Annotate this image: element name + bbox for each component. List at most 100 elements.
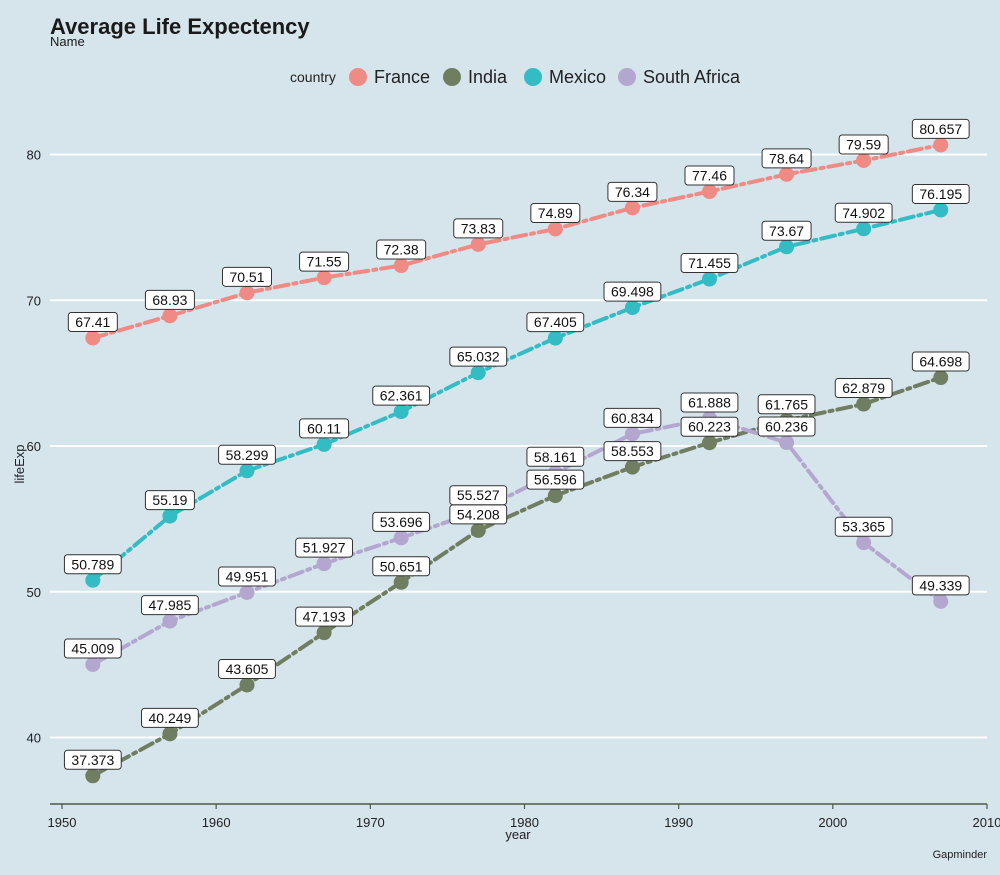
y-tick-label: 70 (27, 293, 41, 308)
data-label-box-france (299, 251, 350, 272)
data-label-france: 72.38 (384, 242, 419, 258)
data-label-south-africa: 61.888 (688, 394, 731, 410)
data-label-box-india (63, 749, 122, 770)
x-tick-label: 1970 (356, 815, 385, 830)
data-label-india: 56.596 (534, 472, 577, 488)
grid-layer (50, 153, 987, 739)
data-label-box-france (838, 134, 889, 155)
x-tick-label: 1950 (48, 815, 77, 830)
data-label-mexico: 74.902 (842, 205, 885, 221)
data-point-france (856, 152, 872, 168)
data-point-mexico (239, 463, 255, 479)
data-label-india: 64.698 (919, 354, 962, 370)
data-point-france (779, 166, 795, 182)
y-tick-label: 80 (27, 148, 41, 163)
data-point-mexico (470, 365, 486, 381)
data-label-france: 79.59 (846, 136, 881, 152)
legend-label-mexico: Mexico (549, 67, 606, 87)
data-point-mexico (856, 221, 872, 237)
data-label-mexico: 71.455 (688, 255, 731, 271)
legend-label-india: India (468, 67, 508, 87)
data-label-south-africa: 60.834 (611, 410, 654, 426)
series-line-south-africa (90, 416, 943, 667)
data-point-france (470, 236, 486, 252)
x-tick-label: 1990 (664, 815, 693, 830)
data-label-box-india (757, 394, 816, 415)
data-label-france: 68.93 (152, 292, 187, 308)
data-point-india (85, 768, 101, 784)
data-label-box-india (218, 658, 276, 679)
data-label-box-mexico (761, 220, 812, 241)
legend-label-south-africa: South Africa (643, 67, 741, 87)
data-label-box-mexico (449, 346, 508, 367)
x-axis-title: year (505, 827, 531, 842)
data-label-mexico: 58.299 (226, 447, 269, 463)
data-label-box-france (67, 311, 118, 332)
data-point-south-africa (779, 435, 795, 451)
data-label-box-south-africa (141, 595, 199, 616)
legend-swatch-south-africa (618, 68, 636, 86)
data-point-france (933, 137, 949, 153)
data-label-france: 70.51 (229, 269, 264, 285)
data-label-box-south-africa (526, 446, 585, 467)
data-point-mexico (933, 202, 949, 218)
data-label-india: 43.605 (226, 661, 269, 677)
y-tick-label: 50 (27, 585, 41, 600)
data-label-france: 67.41 (75, 314, 110, 330)
data-label-box-france (911, 118, 970, 139)
series-layer (85, 137, 949, 784)
data-label-box-india (911, 351, 970, 372)
y-axis-title: lifeExp (12, 444, 27, 483)
data-label-south-africa: 53.365 (842, 519, 885, 535)
data-label-france: 80.657 (919, 121, 962, 137)
data-label-india: 50.651 (380, 558, 423, 574)
data-label-mexico: 55.19 (152, 492, 187, 508)
x-tick-label: 2000 (818, 815, 847, 830)
data-label-mexico: 69.498 (611, 284, 654, 300)
data-point-india (162, 726, 178, 742)
data-label-box-mexico (372, 385, 431, 406)
data-point-india (393, 574, 409, 590)
data-label-mexico: 50.789 (71, 556, 114, 572)
data-label-box-france (761, 148, 812, 169)
data-label-box-france (222, 266, 272, 287)
data-point-mexico (624, 300, 640, 316)
data-label-south-africa: 58.161 (534, 449, 577, 465)
legend: country France India Mexico South Africa (290, 67, 741, 87)
data-point-south-africa (856, 535, 872, 551)
data-point-mexico (547, 330, 563, 346)
data-point-france (624, 200, 640, 216)
data-label-box-mexico (680, 253, 739, 274)
data-point-france (702, 184, 717, 200)
data-label-box-france (607, 181, 658, 202)
data-label-india: 60.223 (688, 419, 731, 435)
data-label-box-france (144, 289, 195, 310)
x-tick-label: 1960 (202, 815, 231, 830)
data-point-france (547, 221, 563, 237)
data-point-india (933, 370, 949, 386)
data-point-france (393, 258, 409, 274)
data-point-france (162, 308, 178, 324)
series-line-france (90, 142, 943, 340)
legend-title: country (290, 69, 336, 85)
data-point-south-africa (162, 613, 178, 629)
label-layer: 67.41 68.93 70.51 71.55 72.38 73.83 74.89 76.34… (63, 118, 970, 770)
data-point-india (470, 522, 486, 538)
legend-swatch-france (349, 68, 367, 86)
data-label-box-france (453, 218, 504, 239)
y-tick-label: 40 (27, 731, 41, 746)
x-tick-label: 1980 (510, 815, 539, 830)
data-point-mexico (702, 271, 717, 287)
data-label-box-mexico (144, 490, 195, 511)
data-label-mexico: 65.032 (457, 349, 500, 365)
data-label-box-mexico (526, 312, 585, 333)
data-label-mexico: 73.67 (769, 223, 804, 239)
data-point-india (856, 396, 872, 412)
data-label-box-south-africa (603, 407, 662, 428)
data-point-france (316, 270, 332, 286)
data-label-box-mexico (603, 281, 662, 302)
data-point-india (702, 435, 717, 451)
axis-layer: 40 50 60 70 80 1950 1960 1970 1980 1990 2000 2010 (27, 148, 1000, 831)
y-tick-label: 60 (27, 439, 41, 454)
